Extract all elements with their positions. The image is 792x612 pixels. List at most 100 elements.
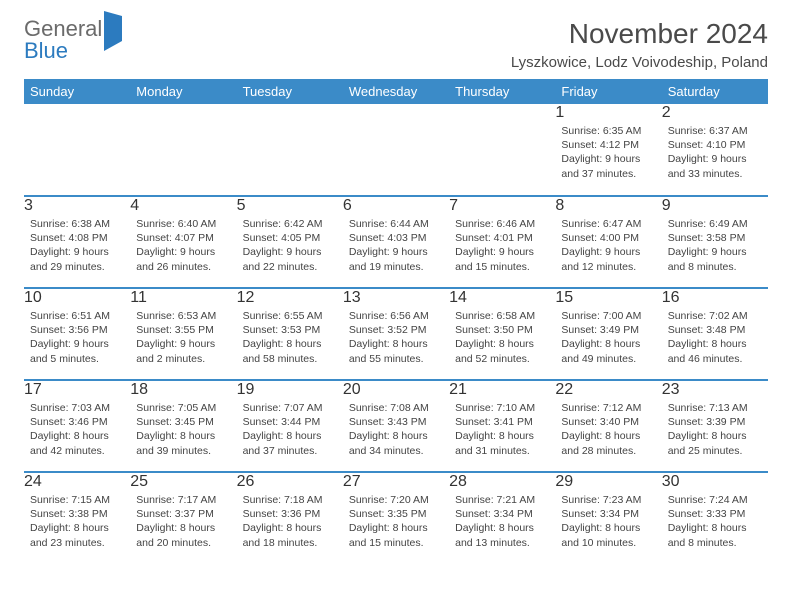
daylight-text: Daylight: 9 hours and 26 minutes. [136, 245, 230, 273]
day-details: Sunrise: 7:00 AMSunset: 3:49 PMDaylight:… [555, 307, 661, 370]
day-details: Sunrise: 7:20 AMSunset: 3:35 PMDaylight:… [343, 491, 449, 554]
sunrise-text: Sunrise: 7:03 AM [30, 401, 124, 415]
calendar-day-cell: 8Sunrise: 6:47 AMSunset: 4:00 PMDaylight… [555, 196, 661, 288]
calendar-day-cell: 29Sunrise: 7:23 AMSunset: 3:34 PMDayligh… [555, 472, 661, 564]
daylight-text: Daylight: 8 hours and 13 minutes. [455, 521, 549, 549]
daylight-text: Daylight: 9 hours and 12 minutes. [561, 245, 655, 273]
daylight-text: Daylight: 8 hours and 55 minutes. [349, 337, 443, 365]
day-number: 4 [130, 197, 236, 215]
sunrise-text: Sunrise: 6:40 AM [136, 217, 230, 231]
sunset-text: Sunset: 3:41 PM [455, 415, 549, 429]
sunset-text: Sunset: 4:05 PM [243, 231, 337, 245]
sunrise-text: Sunrise: 7:12 AM [561, 401, 655, 415]
sunset-text: Sunset: 3:38 PM [30, 507, 124, 521]
sunrise-text: Sunrise: 7:10 AM [455, 401, 549, 415]
calendar-day-cell: 16Sunrise: 7:02 AMSunset: 3:48 PMDayligh… [662, 288, 768, 380]
sunset-text: Sunset: 3:45 PM [136, 415, 230, 429]
sunrise-text: Sunrise: 7:05 AM [136, 401, 230, 415]
day-details: Sunrise: 6:38 AMSunset: 4:08 PMDaylight:… [24, 215, 130, 278]
sunrise-text: Sunrise: 6:47 AM [561, 217, 655, 231]
sunrise-text: Sunrise: 6:58 AM [455, 309, 549, 323]
calendar-day-cell [343, 104, 449, 196]
sunrise-text: Sunrise: 6:37 AM [668, 124, 762, 138]
day-details: Sunrise: 6:42 AMSunset: 4:05 PMDaylight:… [237, 215, 343, 278]
calendar-day-cell: 10Sunrise: 6:51 AMSunset: 3:56 PMDayligh… [24, 288, 130, 380]
day-details: Sunrise: 7:03 AMSunset: 3:46 PMDaylight:… [24, 399, 130, 462]
sunrise-text: Sunrise: 7:07 AM [243, 401, 337, 415]
sunset-text: Sunset: 3:37 PM [136, 507, 230, 521]
day-details: Sunrise: 7:12 AMSunset: 3:40 PMDaylight:… [555, 399, 661, 462]
daylight-text: Daylight: 8 hours and 8 minutes. [668, 521, 762, 549]
sunset-text: Sunset: 4:01 PM [455, 231, 549, 245]
sunrise-text: Sunrise: 6:51 AM [30, 309, 124, 323]
day-details: Sunrise: 7:23 AMSunset: 3:34 PMDaylight:… [555, 491, 661, 554]
day-details: Sunrise: 6:49 AMSunset: 3:58 PMDaylight:… [662, 215, 768, 278]
calendar-day-cell: 19Sunrise: 7:07 AMSunset: 3:44 PMDayligh… [237, 380, 343, 472]
day-details: Sunrise: 6:58 AMSunset: 3:50 PMDaylight:… [449, 307, 555, 370]
day-details: Sunrise: 6:37 AMSunset: 4:10 PMDaylight:… [662, 122, 768, 185]
weekday-wednesday: Wednesday [343, 79, 449, 104]
day-details: Sunrise: 6:51 AMSunset: 3:56 PMDaylight:… [24, 307, 130, 370]
calendar-day-cell: 15Sunrise: 7:00 AMSunset: 3:49 PMDayligh… [555, 288, 661, 380]
daylight-text: Daylight: 8 hours and 10 minutes. [561, 521, 655, 549]
day-details: Sunrise: 6:47 AMSunset: 4:00 PMDaylight:… [555, 215, 661, 278]
calendar-day-cell: 25Sunrise: 7:17 AMSunset: 3:37 PMDayligh… [130, 472, 236, 564]
logo-part2: Blue [24, 38, 68, 63]
calendar-day-cell: 12Sunrise: 6:55 AMSunset: 3:53 PMDayligh… [237, 288, 343, 380]
day-number: 29 [555, 473, 661, 491]
calendar-day-cell [24, 104, 130, 196]
calendar-day-cell: 4 Sunrise: 6:40 AMSunset: 4:07 PMDaylight… [130, 196, 236, 288]
sunset-text: Sunset: 3:44 PM [243, 415, 337, 429]
day-number: 6 [343, 197, 449, 215]
day-details: Sunrise: 6:44 AMSunset: 4:03 PMDaylight:… [343, 215, 449, 278]
sunrise-text: Sunrise: 7:02 AM [668, 309, 762, 323]
day-number: 5 [237, 197, 343, 215]
calendar-day-cell: 24Sunrise: 7:15 AMSunset: 3:38 PMDayligh… [24, 472, 130, 564]
daylight-text: Daylight: 9 hours and 37 minutes. [561, 152, 655, 180]
sunset-text: Sunset: 4:10 PM [668, 138, 762, 152]
sunrise-text: Sunrise: 7:18 AM [243, 493, 337, 507]
day-number: 2 [662, 104, 768, 122]
day-details: Sunrise: 7:07 AMSunset: 3:44 PMDaylight:… [237, 399, 343, 462]
calendar-day-cell: 9Sunrise: 6:49 AMSunset: 3:58 PMDaylight… [662, 196, 768, 288]
weekday-saturday: Saturday [662, 79, 768, 104]
sunset-text: Sunset: 3:39 PM [668, 415, 762, 429]
day-details: Sunrise: 7:15 AMSunset: 3:38 PMDaylight:… [24, 491, 130, 554]
calendar-body: 1Sunrise: 6:35 AMSunset: 4:12 PMDaylight… [24, 104, 768, 564]
calendar-day-cell: 13Sunrise: 6:56 AMSunset: 3:52 PMDayligh… [343, 288, 449, 380]
day-number: 16 [662, 289, 768, 307]
day-number: 9 [662, 197, 768, 215]
calendar-day-cell: 5Sunrise: 6:42 AMSunset: 4:05 PMDaylight… [237, 196, 343, 288]
day-details: Sunrise: 7:18 AMSunset: 3:36 PMDaylight:… [237, 491, 343, 554]
sunset-text: Sunset: 3:50 PM [455, 323, 549, 337]
daylight-text: Daylight: 8 hours and 49 minutes. [561, 337, 655, 365]
sunset-text: Sunset: 3:52 PM [349, 323, 443, 337]
sunrise-text: Sunrise: 6:56 AM [349, 309, 443, 323]
weekday-friday: Friday [555, 79, 661, 104]
calendar-day-cell: 18Sunrise: 7:05 AMSunset: 3:45 PMDayligh… [130, 380, 236, 472]
day-number: 18 [130, 381, 236, 399]
sunset-text: Sunset: 4:07 PM [136, 231, 230, 245]
sunset-text: Sunset: 3:53 PM [243, 323, 337, 337]
day-details: Sunrise: 6:56 AMSunset: 3:52 PMDaylight:… [343, 307, 449, 370]
day-number: 25 [130, 473, 236, 491]
calendar-day-cell [130, 104, 236, 196]
logo: General Blue [24, 18, 122, 62]
sunrise-text: Sunrise: 6:53 AM [136, 309, 230, 323]
calendar-day-cell: 20Sunrise: 7:08 AMSunset: 3:43 PMDayligh… [343, 380, 449, 472]
daylight-text: Daylight: 9 hours and 19 minutes. [349, 245, 443, 273]
day-details: Sunrise: 7:13 AMSunset: 3:39 PMDaylight:… [662, 399, 768, 462]
day-details: Sunrise: 7:05 AMSunset: 3:45 PMDaylight:… [130, 399, 236, 462]
sunrise-text: Sunrise: 7:21 AM [455, 493, 549, 507]
day-details: Sunrise: 7:10 AMSunset: 3:41 PMDaylight:… [449, 399, 555, 462]
sunrise-text: Sunrise: 7:15 AM [30, 493, 124, 507]
daylight-text: Daylight: 8 hours and 34 minutes. [349, 429, 443, 457]
calendar-day-cell: 14Sunrise: 6:58 AMSunset: 3:50 PMDayligh… [449, 288, 555, 380]
sunset-text: Sunset: 4:08 PM [30, 231, 124, 245]
location: Lyszkowice, Lodz Voivodeship, Poland [511, 54, 768, 71]
sunrise-text: Sunrise: 7:23 AM [561, 493, 655, 507]
daylight-text: Daylight: 9 hours and 5 minutes. [30, 337, 124, 365]
sunrise-text: Sunrise: 7:24 AM [668, 493, 762, 507]
daylight-text: Daylight: 9 hours and 2 minutes. [136, 337, 230, 365]
calendar-day-cell: 1Sunrise: 6:35 AMSunset: 4:12 PMDaylight… [555, 104, 661, 196]
